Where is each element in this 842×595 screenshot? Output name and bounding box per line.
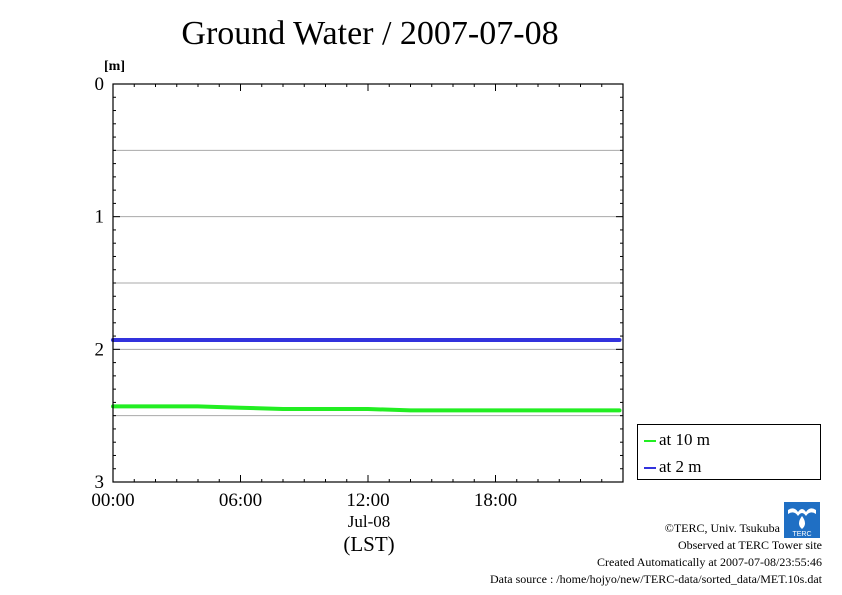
chart-title: Ground Water / 2007-07-08 (181, 15, 559, 52)
x-axis-date-label: Jul-08 (348, 512, 391, 531)
y-tick-label: 1 (95, 207, 105, 228)
legend-label-at-2m: at 2 m (659, 457, 702, 476)
x-axis-tz-label: (LST) (343, 532, 394, 556)
legend-item-at-10m: at 10 m (644, 430, 710, 450)
credit-created: Created Automatically at 2007-07-08/23:5… (597, 555, 822, 569)
legend-swatch-at-2m (644, 467, 656, 470)
legend-label-at-10m: at 10 m (659, 430, 710, 449)
credit-source: Data source : /home/hojyo/new/TERC-data/… (489, 572, 822, 586)
terc-logo-icon: TERC (784, 502, 820, 538)
y-tick-label: 2 (95, 339, 105, 360)
gridlines (113, 149, 623, 417)
y-axis-unit-label: [m] (104, 59, 125, 74)
credit-copyright: ©TERC, Univ. Tsukuba (664, 521, 780, 535)
legend: at 10 m at 2 m (637, 424, 821, 480)
x-tick-label: 12:00 (346, 490, 389, 511)
series-layer (111, 338, 622, 413)
credits: ©TERC, Univ. Tsukuba Observed at TERC To… (490, 520, 822, 588)
x-tick-label: 00:00 (91, 490, 134, 511)
series-line-at10m (111, 404, 622, 413)
x-tick-label: 18:00 (474, 490, 517, 511)
ticks: 0 1 2 300:00 06:00 12:00 18:00 (91, 74, 623, 511)
credit-observed: Observed at TERC Tower site (677, 538, 822, 552)
legend-swatch-at-10m (644, 440, 656, 443)
y-tick-label: 3 (95, 472, 105, 493)
legend-item-at-2m: at 2 m (644, 457, 702, 477)
x-tick-label: 06:00 (219, 490, 262, 511)
svg-text:TERC: TERC (792, 531, 811, 538)
y-tick-label: 0 (95, 74, 105, 95)
